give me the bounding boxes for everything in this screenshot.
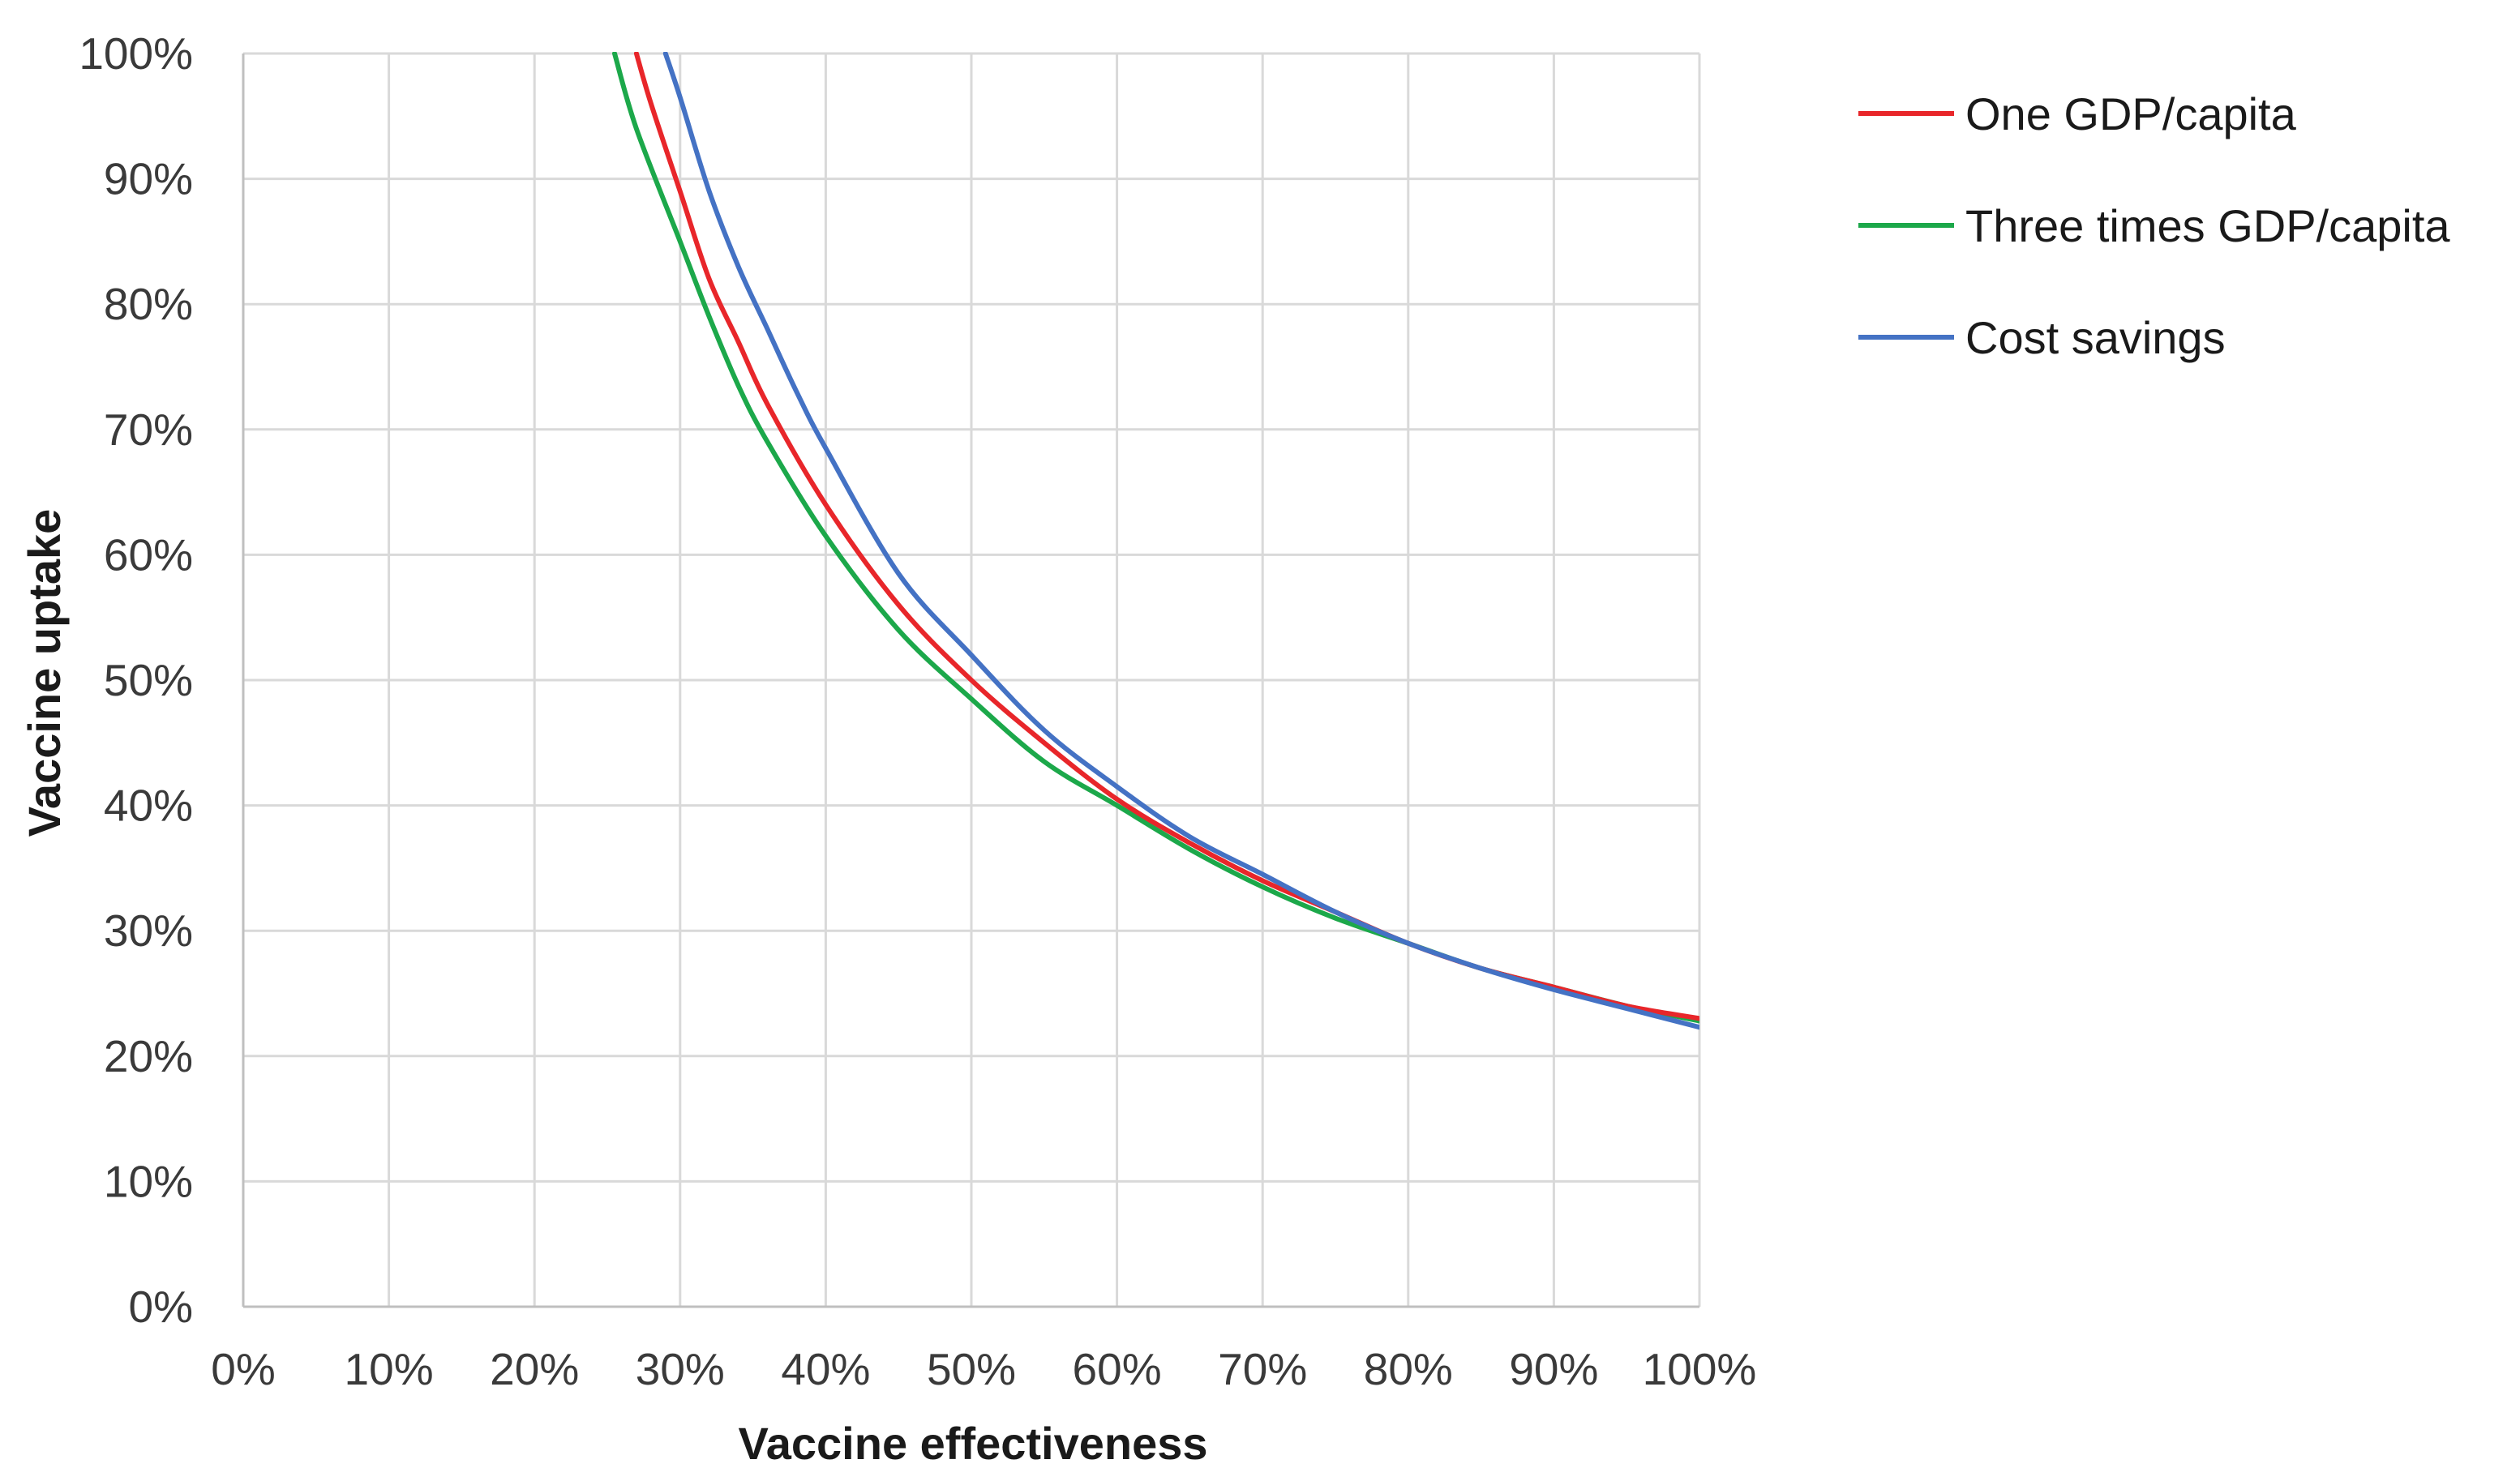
x-tick-label: 100% <box>1643 1344 1757 1394</box>
x-tick-label: 80% <box>1364 1344 1453 1394</box>
legend-label: One GDP/capita <box>1965 88 2297 139</box>
axes <box>242 54 1699 1308</box>
x-tick-label: 0% <box>211 1344 276 1394</box>
y-tick-label: 90% <box>104 154 193 204</box>
legend-label: Cost savings <box>1965 312 2226 363</box>
y-tick-label: 100% <box>79 28 193 79</box>
legend-item-three-times-gdp-capita: Three times GDP/capita <box>1858 200 2450 251</box>
x-tick-label: 60% <box>1073 1344 1162 1394</box>
legend-item-one-gdp-capita: One GDP/capita <box>1858 88 2297 139</box>
y-tick-label: 80% <box>104 279 193 329</box>
y-tick-label: 0% <box>129 1282 194 1332</box>
x-tick-label: 20% <box>490 1344 579 1394</box>
x-axis-title: Vaccine effectiveness <box>738 1418 1207 1469</box>
x-tick-label: 10% <box>345 1344 434 1394</box>
y-axis-title: Vaccine uptake <box>19 509 70 837</box>
x-tick-label: 70% <box>1218 1344 1307 1394</box>
legend-item-cost-savings: Cost savings <box>1858 312 2226 363</box>
x-tick-label: 40% <box>781 1344 870 1394</box>
y-tick-label: 50% <box>104 655 193 705</box>
y-tick-label: 40% <box>104 781 193 831</box>
x-tick-label: 30% <box>636 1344 725 1394</box>
legend: One GDP/capita Three times GDP/capita Cost… <box>1858 88 2450 363</box>
legend-label: Three times GDP/capita <box>1965 200 2450 251</box>
series-lines <box>612 52 1699 1030</box>
x-tick-label: 50% <box>927 1344 1016 1394</box>
tick-labels: 0% 10% 20% 30% 40% 50% 60% 70% 80% 90% 100% 0% 10% 20… <box>79 28 1756 1394</box>
y-tick-label: 60% <box>104 529 193 580</box>
y-tick-label: 70% <box>104 404 193 455</box>
y-tick-label: 10% <box>104 1156 193 1206</box>
series-line-cost-savings <box>662 52 1699 1030</box>
series-line-three-times-gdp-capita <box>612 52 1699 1024</box>
x-tick-label: 90% <box>1509 1344 1598 1394</box>
y-tick-label: 20% <box>104 1031 193 1081</box>
y-tick-label: 30% <box>104 905 193 956</box>
series-line-one-gdp-capita <box>633 52 1699 1021</box>
